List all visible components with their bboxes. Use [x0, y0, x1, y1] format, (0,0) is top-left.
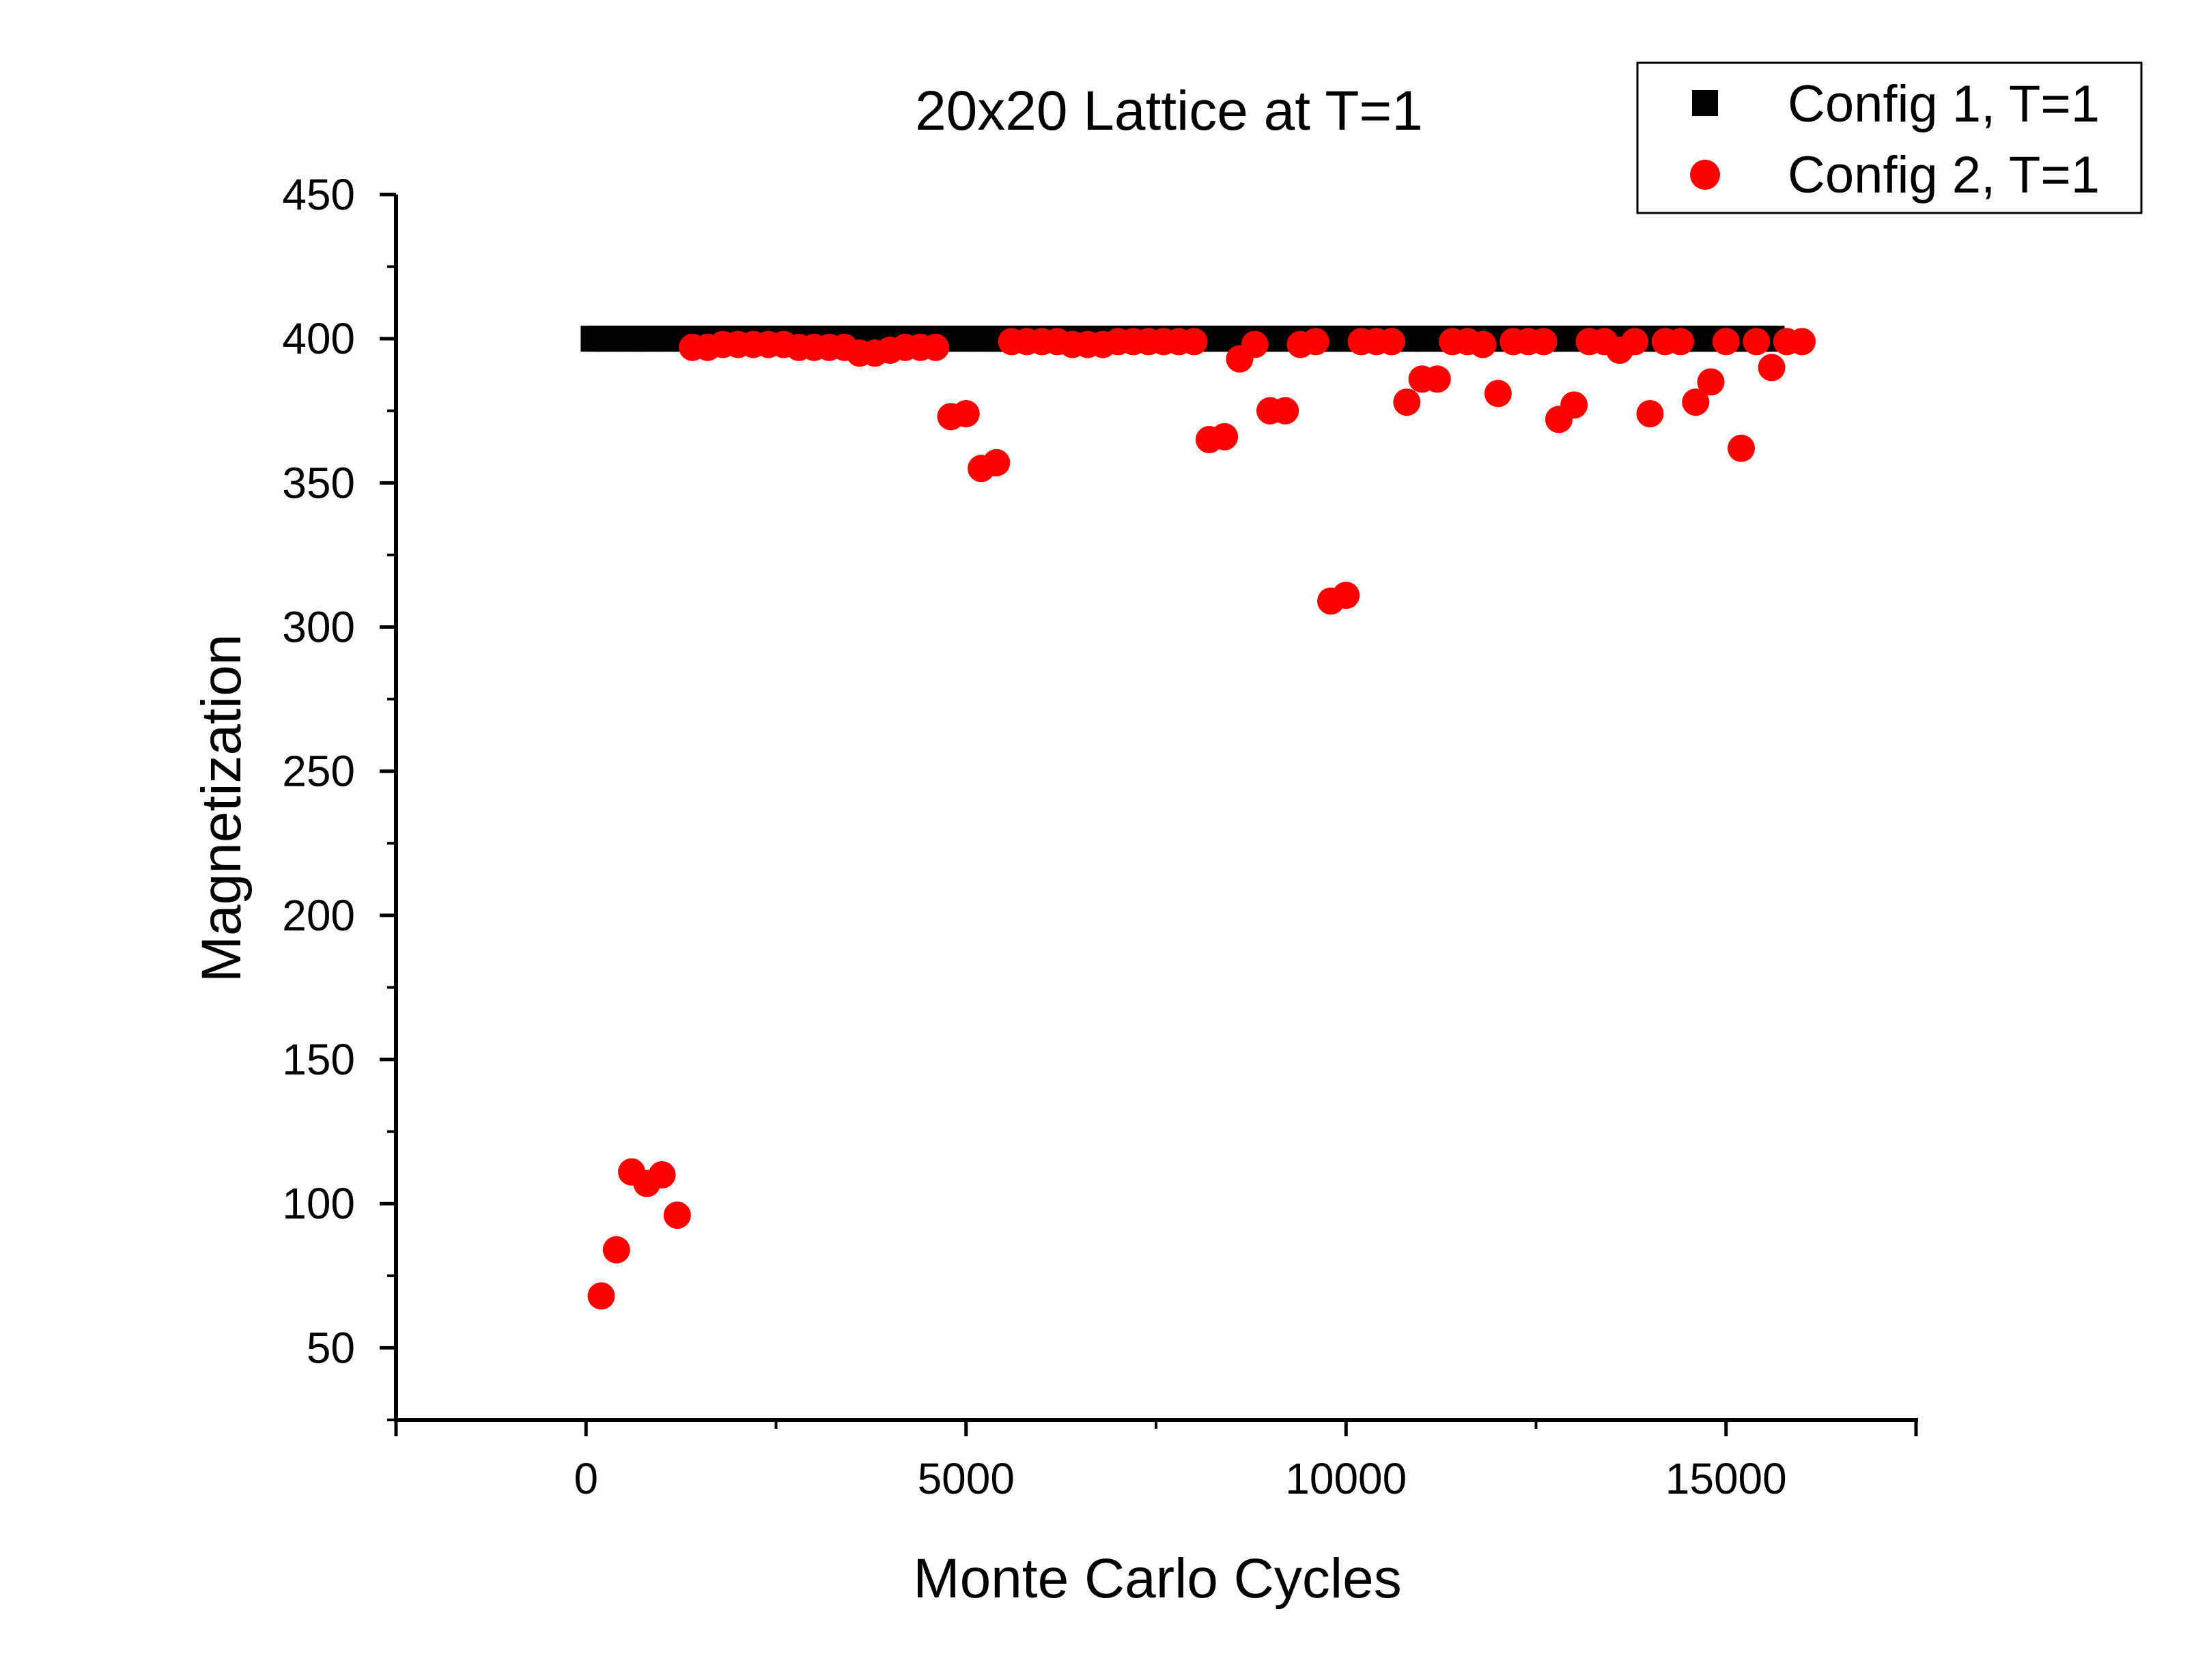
config2-point — [1423, 365, 1451, 393]
config2-point — [1728, 434, 1756, 462]
config2-point — [1301, 328, 1329, 356]
config2-point — [1271, 397, 1299, 425]
config2-point — [1697, 368, 1725, 396]
plot-area — [580, 326, 1816, 1310]
y-tick-label: 250 — [282, 747, 355, 796]
x-axis-title: Monte Carlo Cycles — [913, 1548, 1401, 1610]
config2-point — [1332, 582, 1360, 610]
y-tick-label: 300 — [282, 603, 355, 652]
y-tick-label: 100 — [282, 1179, 355, 1228]
y-tick-label: 200 — [282, 891, 355, 940]
legend: Config 1, T=1 Config 2, T=1 — [1636, 61, 2143, 214]
config2-point — [1758, 354, 1786, 382]
config2-point — [1211, 423, 1239, 451]
y-tick-label: 450 — [282, 170, 355, 219]
config2-point — [587, 1282, 615, 1310]
x-axis-ticks: 0 5000 10000 15000 — [394, 1420, 1918, 1503]
y-axis-title: Magnetization — [191, 634, 253, 983]
config2-point — [1180, 328, 1208, 356]
config2-point — [952, 399, 980, 427]
config2-point — [983, 449, 1011, 476]
legend-marker-config1 — [1692, 90, 1718, 116]
x-tick-label: 10000 — [1285, 1454, 1407, 1503]
config2-point — [1666, 328, 1694, 356]
config2-point — [1378, 328, 1406, 356]
legend-marker-config2 — [1690, 160, 1720, 190]
legend-label-config2: Config 2, T=1 — [1788, 146, 2100, 204]
config2-point — [1241, 330, 1269, 358]
config2-point — [1469, 330, 1497, 358]
config2-point — [1743, 328, 1771, 356]
config2-point — [1530, 328, 1558, 356]
config2-point — [1560, 391, 1588, 419]
chart-title: 20x20 Lattice at T=1 — [915, 80, 1423, 142]
config2-point — [1636, 399, 1664, 427]
y-axis-ticks: 50 100 150 200 250 300 350 400 450 — [282, 170, 396, 1421]
config2-point — [1484, 380, 1512, 408]
x-tick-label: 15000 — [1665, 1454, 1787, 1503]
config2-point — [648, 1161, 676, 1188]
x-tick-label: 0 — [574, 1454, 598, 1503]
x-tick-label: 5000 — [918, 1454, 1015, 1503]
y-tick-label: 400 — [282, 314, 355, 363]
config2-point — [1788, 328, 1816, 356]
config2-point — [663, 1201, 691, 1229]
legend-box — [1636, 61, 2143, 214]
config2-point — [1682, 388, 1710, 416]
y-tick-label: 150 — [282, 1035, 355, 1084]
config2-point — [1712, 328, 1740, 356]
legend-label-config1: Config 1, T=1 — [1788, 75, 2100, 133]
config2-point — [1621, 328, 1649, 356]
config2-point — [1393, 388, 1421, 416]
y-tick-label: 350 — [282, 458, 355, 507]
config2-point — [922, 333, 950, 361]
config2-point — [602, 1236, 630, 1264]
y-tick-label: 50 — [307, 1323, 355, 1372]
